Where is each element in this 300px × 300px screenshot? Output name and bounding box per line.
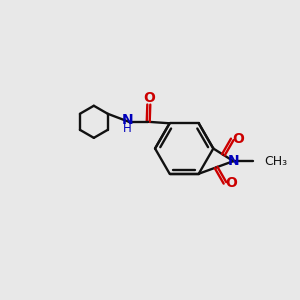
- Text: N: N: [122, 113, 133, 127]
- Text: H: H: [123, 122, 132, 135]
- Text: N: N: [228, 154, 239, 168]
- Text: O: O: [232, 132, 244, 146]
- Text: O: O: [143, 91, 155, 105]
- Text: O: O: [225, 176, 237, 190]
- Text: CH₃: CH₃: [264, 154, 287, 168]
